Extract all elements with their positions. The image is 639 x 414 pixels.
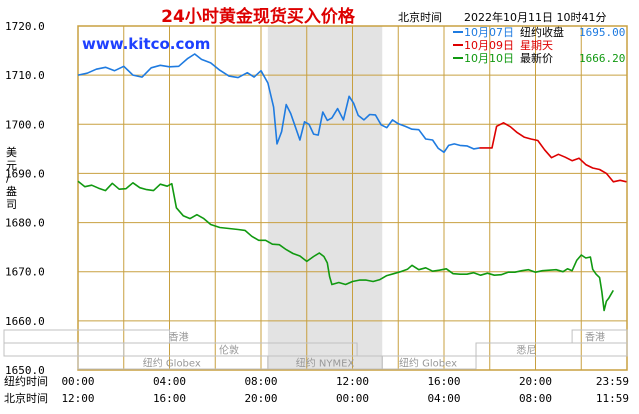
market-box	[381, 355, 477, 370]
bj-tick-label: 20:00	[244, 392, 277, 405]
ny-tick-label: 08:00	[244, 375, 277, 388]
y-tick-label: 1690.0	[5, 167, 45, 180]
market-label: 悉尼	[516, 345, 536, 357]
legend-date: 10月07日	[464, 26, 514, 39]
ny-tick-label: 00:00	[61, 375, 94, 388]
market-box	[3, 342, 79, 357]
y-tick-label: 1710.0	[5, 69, 45, 82]
bj-tick-label: 08:00	[519, 392, 552, 405]
market-box	[571, 329, 628, 344]
current-datetime: 2022年10月11日 10时41分	[464, 10, 606, 24]
market-box	[475, 342, 628, 357]
kitco-watermark: www.kitco.com	[82, 35, 210, 53]
y-tick-label: 1680.0	[5, 217, 45, 230]
market-label: 香港	[585, 332, 605, 344]
chart-title: 24小时黄金现货买入价格	[161, 6, 356, 27]
legend-date: 10月10日	[464, 52, 514, 65]
series-line-2	[479, 122, 627, 183]
bj-tick-label: 00:00	[336, 392, 369, 405]
series-lines	[77, 53, 627, 312]
market-label: 纽约 Globex	[399, 357, 457, 370]
series-line-1	[77, 53, 480, 154]
series-line-3	[77, 180, 614, 312]
legend-value: 1666.20	[579, 52, 625, 65]
y-axis-ticks: 1650.0 1660.0 1670.0 1680.0 1690.0 1700.0 1710…	[5, 20, 45, 377]
clock-label: 北京时间	[398, 10, 442, 24]
y-tick-label: 1720.0	[5, 20, 45, 33]
bj-tick-label: 04:00	[427, 392, 460, 405]
market-label: 纽约 Globex	[143, 357, 201, 370]
y-tick-label: 1700.0	[5, 118, 45, 131]
plot-frame	[77, 25, 628, 371]
bj-time-row-label: 北京时间	[4, 391, 48, 405]
x-axis-ticks: 00:00 12:00 04:00 16:00 08:00 20:00 12:00 00:00…	[61, 375, 629, 405]
y-tick-label: 1650.0	[5, 364, 45, 377]
y-tick-label: 1660.0	[5, 315, 45, 328]
ny-tick-label: 04:00	[153, 375, 186, 388]
market-label: 伦敦	[219, 344, 239, 357]
ny-tick-label: 16:00	[427, 375, 460, 388]
market-label: 纽约 NYMEX	[296, 357, 355, 370]
ny-tick-label: 23:59	[596, 375, 629, 388]
market-box	[3, 329, 170, 344]
y-tick-label: 1670.0	[5, 266, 45, 279]
bj-tick-label: 12:00	[61, 392, 94, 405]
legend-desc: 最新价	[520, 51, 553, 65]
legend-value: 1695.00	[579, 26, 625, 39]
chart-grid	[77, 25, 628, 371]
svg-text:美元/盎司: 美元/盎司	[6, 146, 17, 211]
ny-tick-label: 12:00	[336, 375, 369, 388]
nymex-session-shade	[267, 26, 383, 370]
ny-tick-label: 20:00	[519, 375, 552, 388]
legend-desc: 星期天	[520, 39, 553, 52]
legend: 10月07日 纽约收盘 1695.00 10月09日 星期天 10月10日 最新价 1666.…	[453, 25, 625, 65]
legend-date: 10月09日	[464, 39, 514, 52]
bj-tick-label: 11:59	[596, 392, 629, 405]
ny-time-row-label: 纽约时间	[4, 374, 48, 388]
bj-tick-label: 16:00	[153, 392, 186, 405]
legend-desc: 纽约收盘	[520, 25, 564, 39]
market-label: 香港	[169, 332, 189, 344]
y-axis-label: 美元/盎司	[6, 146, 17, 211]
